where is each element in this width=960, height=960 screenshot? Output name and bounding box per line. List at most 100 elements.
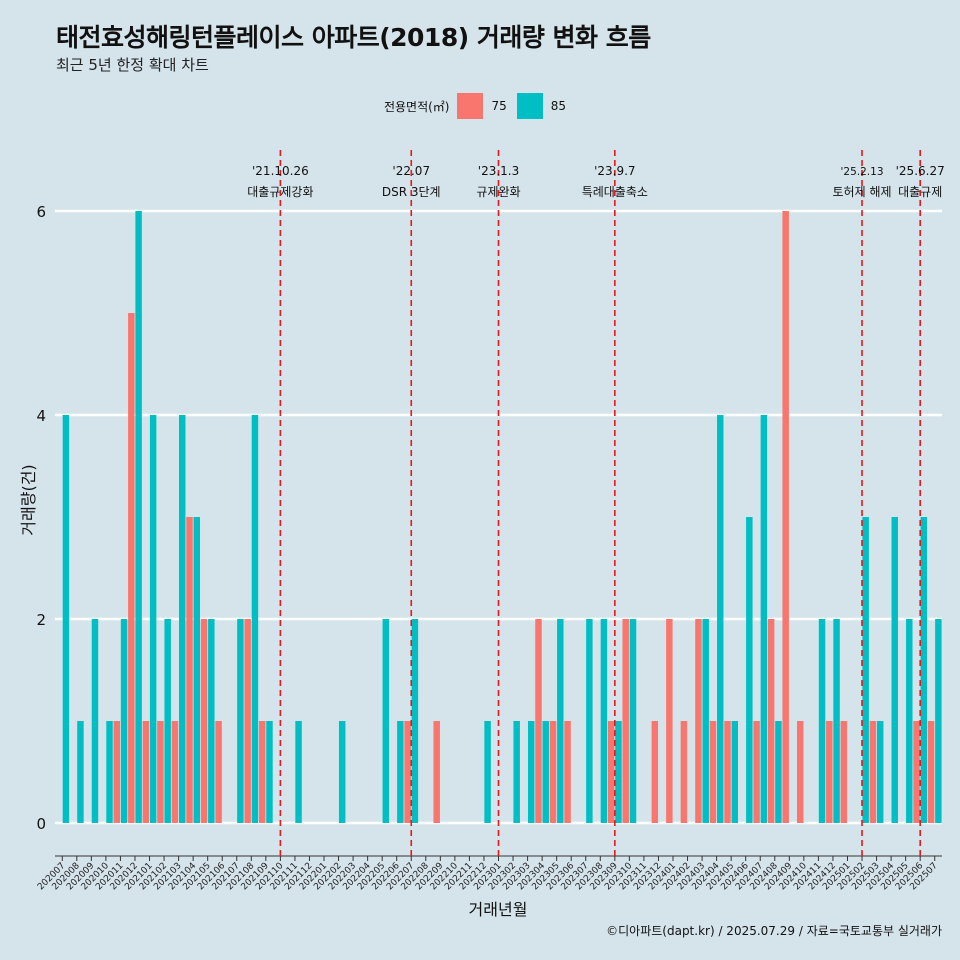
bar-85-202109 — [266, 721, 273, 823]
bar-85-202303 — [527, 721, 535, 823]
bar-75-202408 — [767, 619, 775, 823]
event-label-2: 규제완화 — [476, 185, 520, 199]
bar-85-202202 — [338, 721, 346, 823]
bar-85-202406 — [746, 517, 753, 823]
legend-label-85: 85 — [550, 99, 567, 113]
bar-85-202206 — [397, 721, 404, 823]
bar-85-202407 — [760, 415, 768, 823]
bar-85-202507 — [935, 619, 942, 823]
event-date-2: '23.1.3 — [478, 164, 519, 178]
bar-75-202305 — [549, 721, 557, 823]
bar-85-202412 — [833, 619, 840, 823]
event-date-0: '21.10.26 — [252, 164, 309, 178]
bar-75-202405 — [724, 721, 731, 823]
event-label-3: 특례대출축소 — [582, 185, 648, 199]
y-tick-label-0: 0 — [36, 815, 46, 833]
legend-title: 전용면적(㎡) — [383, 99, 450, 114]
bar-85-202111 — [295, 721, 302, 823]
bar-75-202108 — [244, 619, 251, 823]
bar-85-202502 — [862, 517, 869, 823]
bar-75-202103 — [171, 721, 179, 823]
bar-85-202101 — [149, 415, 157, 823]
bar-75-202104 — [186, 517, 193, 823]
bar-75-202503 — [869, 721, 877, 823]
bar-75-202102 — [157, 721, 164, 823]
bar-85-202207 — [411, 619, 419, 823]
bar-85-202108 — [251, 415, 259, 823]
bar-75-202404 — [709, 721, 717, 823]
bar-85-202007 — [62, 415, 70, 823]
bar-85-202009 — [91, 619, 99, 823]
bar-75-202410 — [796, 721, 804, 823]
y-tick-label-2: 2 — [36, 611, 46, 629]
bar-85-202205 — [382, 619, 390, 823]
bar-85-202503 — [876, 721, 884, 823]
event-date-1: '22.07 — [392, 164, 430, 178]
bar-85-202212 — [484, 721, 491, 823]
event-label-1: DSR 3단계 — [382, 185, 441, 199]
bar-75-202310 — [622, 619, 629, 823]
legend-key-85 — [516, 93, 543, 119]
bar-85-202310 — [629, 619, 637, 823]
bar-85-202505 — [906, 619, 913, 823]
bar-85-202011 — [120, 619, 128, 823]
bar-75-202412 — [826, 721, 833, 823]
bar-85-202403 — [702, 619, 709, 823]
event-date-3: '23.9.7 — [594, 164, 635, 178]
bar-85-202506 — [920, 517, 928, 823]
bar-85-202408 — [775, 721, 782, 823]
bar-75-202207 — [404, 721, 411, 823]
bar-85-202404 — [717, 415, 724, 823]
bar-75-202012 — [128, 313, 135, 823]
y-tick-label-6: 6 — [36, 203, 46, 221]
bar-85-202104 — [193, 517, 201, 823]
bar-75-202105 — [200, 619, 208, 823]
chart-subtitle: 최근 5년 한정 확대 차트 — [56, 56, 209, 74]
bar-75-202407 — [753, 721, 760, 823]
bar-75-202409 — [782, 211, 789, 823]
bar-75-202401 — [666, 619, 673, 823]
bar-75-202209 — [433, 721, 440, 823]
y-tick-label-4: 4 — [36, 407, 46, 425]
bar-75-202101 — [142, 721, 150, 823]
bar-75-202312 — [651, 721, 659, 823]
event-date-4: '25.2.13 — [841, 166, 884, 178]
chart-title: 태전효성해링턴플레이스 아파트(2018) 거래량 변화 흐름 — [56, 23, 651, 52]
bar-85-202012 — [135, 211, 142, 823]
legend: 전용면적(㎡) 75 85 — [0, 93, 960, 119]
bar-85-202309 — [615, 721, 622, 823]
legend-label-75: 75 — [491, 99, 507, 113]
source-caption: ©디아파트(dapt.kr) / 2025.07.29 / 자료=국토교통부 실… — [606, 924, 942, 938]
bar-75-202507 — [927, 721, 935, 823]
bar-75-202304 — [535, 619, 542, 823]
event-label-5: 대출규제 — [898, 185, 942, 199]
bar-75-202106 — [215, 721, 222, 823]
bar-85-202411 — [818, 619, 826, 823]
event-date-5: '25.6.27 — [896, 164, 945, 178]
bar-85-202302 — [513, 721, 520, 823]
legend-key-75 — [457, 93, 484, 119]
bar-85-202102 — [164, 619, 171, 823]
event-label-0: 대출규제강화 — [247, 185, 313, 199]
bar-85-202105 — [208, 619, 215, 823]
bar-85-202010 — [106, 721, 113, 823]
bar-85-202305 — [557, 619, 564, 823]
bar-75-202309 — [607, 721, 615, 823]
y-axis-title: 거래량(건) — [19, 464, 38, 535]
bar-85-202008 — [77, 721, 84, 823]
event-label-4: 토허제 해제 — [833, 185, 892, 199]
bar-75-202403 — [695, 619, 702, 823]
bar-75-202109 — [258, 721, 266, 823]
bar-85-202405 — [731, 721, 739, 823]
bar-75-202011 — [113, 721, 121, 823]
bar-85-202307 — [586, 619, 593, 823]
bar-75-202402 — [680, 721, 688, 823]
bar-75-202506 — [913, 721, 920, 823]
bar-85-202304 — [542, 721, 549, 823]
bar-85-202103 — [178, 415, 186, 823]
bar-85-202308 — [600, 619, 608, 823]
bar-85-202107 — [237, 619, 244, 823]
bar-75-202501 — [840, 721, 848, 823]
bar-85-202504 — [891, 517, 898, 823]
